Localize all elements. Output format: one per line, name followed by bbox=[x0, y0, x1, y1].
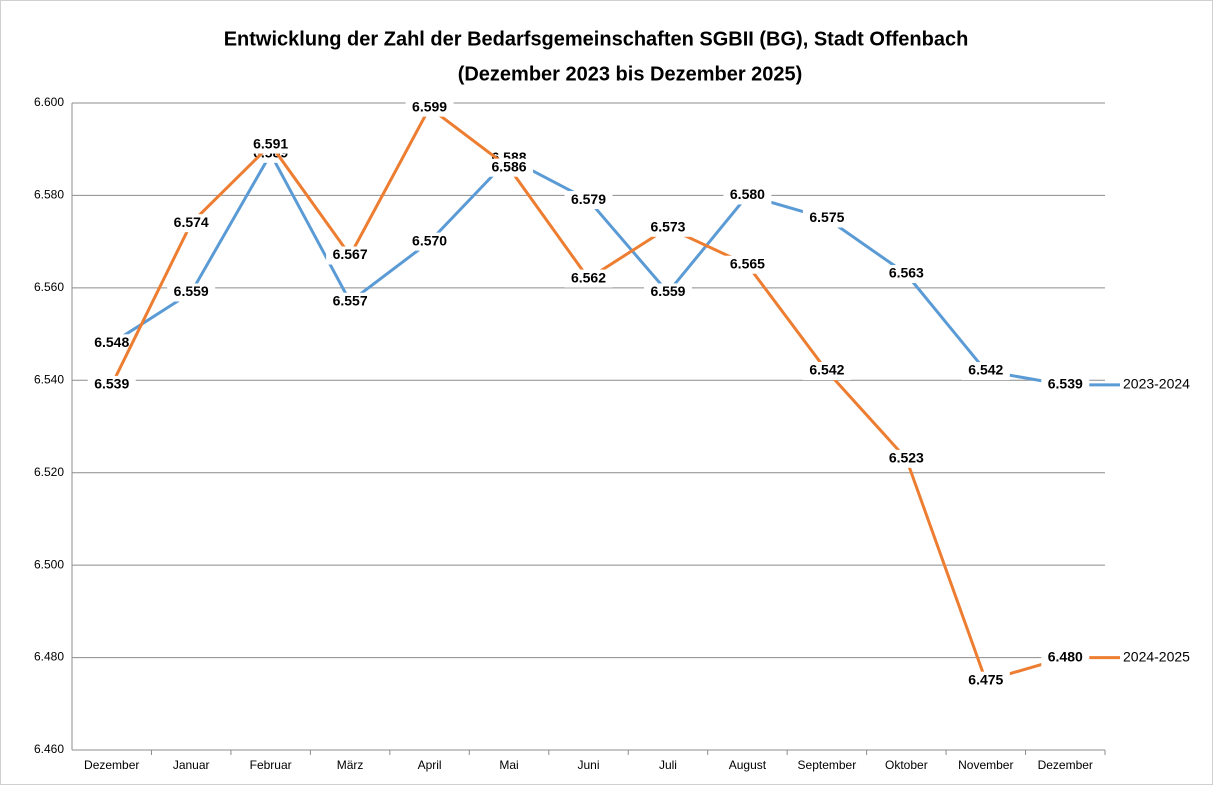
value-label-bg bbox=[246, 135, 295, 154]
x-tick-label: Juni bbox=[577, 758, 599, 772]
chart-title: Entwicklung der Zahl der Bedarfsgemeinsc… bbox=[224, 28, 969, 50]
value-label: 6.523 bbox=[889, 450, 924, 466]
y-tick-label: 6.460 bbox=[34, 742, 64, 756]
value-label-bg bbox=[961, 362, 1010, 381]
y-tick-label: 6.600 bbox=[34, 95, 64, 109]
value-label: 6.559 bbox=[174, 283, 209, 299]
x-tick-label: März bbox=[337, 758, 364, 772]
x-tick-label: Oktober bbox=[885, 758, 928, 772]
value-label-bg bbox=[326, 246, 375, 265]
value-label: 6.559 bbox=[650, 283, 685, 299]
value-label-bg bbox=[326, 292, 375, 311]
value-label: 6.599 bbox=[412, 98, 447, 114]
value-label-bg bbox=[87, 334, 136, 353]
value-label-bg bbox=[87, 375, 136, 394]
value-label: 6.579 bbox=[571, 191, 606, 207]
value-label: 6.562 bbox=[571, 269, 606, 285]
value-label-bg bbox=[405, 232, 454, 251]
value-label-bg bbox=[1041, 648, 1090, 667]
value-label-bg bbox=[485, 158, 534, 177]
y-tick-label: 6.500 bbox=[34, 557, 64, 571]
x-tick-label: Februar bbox=[250, 758, 292, 772]
value-label: 6.573 bbox=[650, 218, 685, 234]
x-tick-label: Juli bbox=[659, 758, 677, 772]
y-tick-label: 6.520 bbox=[34, 465, 64, 479]
value-label: 6.557 bbox=[333, 292, 368, 308]
value-label: 6.591 bbox=[253, 135, 288, 151]
y-tick-label: 6.560 bbox=[34, 280, 64, 294]
value-label: 6.574 bbox=[174, 214, 209, 230]
value-label: 6.475 bbox=[968, 671, 1003, 687]
value-label-bg bbox=[802, 209, 851, 228]
value-label-bg bbox=[564, 191, 613, 210]
x-tick-label: Dezember bbox=[84, 758, 139, 772]
x-tick-label: Mai bbox=[499, 758, 518, 772]
x-tick-label: April bbox=[418, 758, 442, 772]
value-label-bg bbox=[405, 98, 454, 117]
value-label: 6.539 bbox=[1048, 376, 1083, 392]
value-label-bg bbox=[723, 255, 772, 274]
series-name: 2023-2024 bbox=[1123, 376, 1190, 392]
series-name: 2024-2025 bbox=[1123, 648, 1190, 664]
value-label-bg bbox=[961, 671, 1010, 690]
value-label: 6.542 bbox=[968, 362, 1003, 378]
value-label-bg bbox=[643, 283, 692, 302]
value-label: 6.586 bbox=[492, 158, 527, 174]
x-tick-label: November bbox=[958, 758, 1013, 772]
value-label: 6.542 bbox=[809, 362, 844, 378]
value-label: 6.567 bbox=[333, 246, 368, 262]
value-label-bg bbox=[882, 264, 931, 283]
value-label: 6.480 bbox=[1048, 648, 1083, 664]
x-tick-label: August bbox=[729, 758, 767, 772]
value-label: 6.570 bbox=[412, 232, 447, 248]
value-label-bg bbox=[723, 186, 772, 205]
value-label-bg bbox=[882, 449, 931, 468]
x-tick-label: Dezember bbox=[1038, 758, 1093, 772]
value-label-bg bbox=[564, 269, 613, 288]
y-tick-label: 6.580 bbox=[34, 188, 64, 202]
y-tick-label: 6.540 bbox=[34, 372, 64, 386]
chart-subtitle: (Dezember 2023 bis Dezember 2025) bbox=[458, 63, 803, 85]
x-tick-label: Januar bbox=[173, 758, 210, 772]
value-label: 6.575 bbox=[809, 209, 844, 225]
value-label: 6.563 bbox=[889, 265, 924, 281]
value-label-bg bbox=[167, 283, 216, 302]
value-label-bg bbox=[1041, 375, 1090, 394]
value-label-bg bbox=[167, 214, 216, 233]
value-label-bg bbox=[802, 362, 851, 381]
y-tick-label: 6.480 bbox=[34, 650, 64, 664]
value-label: 6.565 bbox=[730, 255, 765, 271]
value-label: 6.580 bbox=[730, 186, 765, 202]
value-label-bg bbox=[643, 218, 692, 237]
value-label: 6.539 bbox=[94, 376, 129, 392]
value-label: 6.548 bbox=[94, 334, 129, 350]
x-tick-label: September bbox=[798, 758, 857, 772]
